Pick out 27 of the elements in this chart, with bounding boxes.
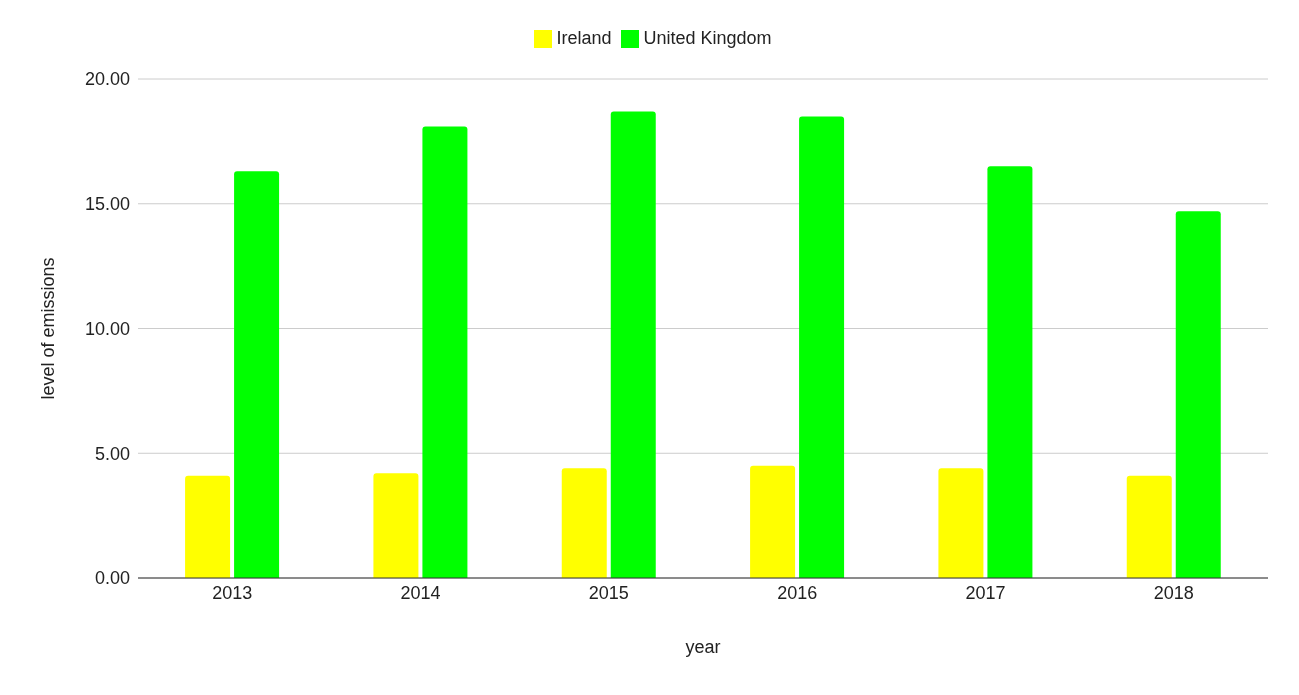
bar — [987, 166, 1033, 578]
x-tick-label: 2014 — [400, 582, 441, 603]
bar — [185, 475, 231, 578]
bar — [938, 468, 984, 578]
y-axis-title: level of emissions — [38, 257, 59, 400]
x-tick-label: 2016 — [777, 582, 818, 603]
x-axis-title: year — [685, 637, 721, 657]
bar — [1175, 211, 1221, 578]
y-tick-label: 0.00 — [94, 568, 130, 589]
bar — [234, 171, 280, 578]
bar — [1126, 475, 1172, 578]
bar — [561, 468, 607, 578]
x-tick-label: 2017 — [965, 582, 1006, 603]
y-tick-label: 10.00 — [84, 318, 130, 339]
legend-label: United Kingdom — [643, 28, 772, 48]
y-tick-label: 20.00 — [84, 69, 130, 90]
x-tick-label: 2018 — [1153, 582, 1194, 603]
bar — [799, 116, 845, 578]
x-tick-label: 2013 — [212, 582, 253, 603]
bar — [750, 465, 796, 578]
y-tick-label: 15.00 — [84, 194, 130, 215]
y-tick-label: 5.00 — [94, 443, 130, 464]
x-tick-label: 2015 — [588, 582, 629, 603]
bar — [610, 111, 656, 578]
bar — [373, 473, 419, 578]
bar — [422, 126, 468, 578]
legend-label: Ireland — [556, 28, 612, 48]
